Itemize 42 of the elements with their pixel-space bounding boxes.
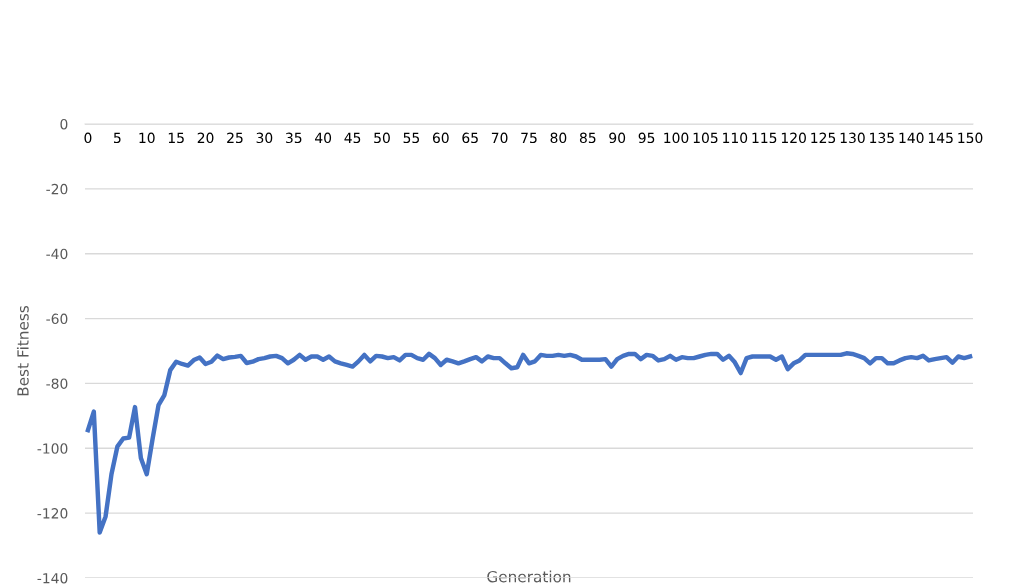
- y-tick-label: -140: [37, 572, 68, 584]
- x-tick-label: 85: [579, 132, 596, 144]
- x-tick-label: 75: [521, 132, 537, 144]
- x-tick-label: 20: [197, 132, 214, 144]
- x-tick-label: 25: [227, 132, 243, 144]
- x-tick-label: 90: [609, 132, 626, 144]
- x-tick-label: 120: [781, 132, 806, 144]
- y-tick-label: -120: [37, 508, 68, 519]
- y-tick-label: 0: [60, 118, 68, 130]
- y-axis-title: Best Fitness: [16, 305, 29, 396]
- x-tick-label: 80: [550, 132, 567, 144]
- x-tick-label: 95: [638, 132, 655, 144]
- y-tick-label: -20: [46, 183, 68, 195]
- x-tick-label: 50: [374, 132, 390, 144]
- x-tick-label: 10: [139, 132, 155, 144]
- x-tick-label: 45: [344, 132, 361, 144]
- x-tick-label: 100: [664, 132, 689, 144]
- line-series: [85, 351, 973, 535]
- x-tick-label: 60: [432, 132, 449, 144]
- x-tick-label: 125: [811, 132, 836, 144]
- x-tick-label: 105: [693, 132, 718, 144]
- y-tick-label: -40: [46, 248, 68, 260]
- x-tick-label: 55: [403, 132, 420, 144]
- x-tick-label: 110: [723, 132, 748, 144]
- x-tick-label: 140: [899, 132, 924, 144]
- x-tick-label: 135: [870, 132, 894, 144]
- x-tick-label: 145: [928, 132, 953, 144]
- x-tick-label: 115: [752, 132, 777, 144]
- x-tick-label: 130: [840, 132, 865, 144]
- x-tick-label: 30: [256, 132, 273, 144]
- x-tick-label: 0: [84, 132, 92, 144]
- x-tick-label: 35: [285, 132, 302, 144]
- x-tick-label: 5: [114, 132, 121, 144]
- x-tick-label: 150: [958, 132, 983, 144]
- x-tick-label: 15: [168, 132, 184, 144]
- x-tick-label: 70: [491, 132, 508, 144]
- y-tick-label: -60: [46, 313, 68, 325]
- y-tick-label: -100: [37, 443, 68, 454]
- y-tick-label: -80: [46, 378, 68, 389]
- x-tick-label: 65: [462, 132, 478, 144]
- x-tick-label: 40: [315, 132, 332, 144]
- x-axis-title: Generation: [487, 570, 571, 583]
